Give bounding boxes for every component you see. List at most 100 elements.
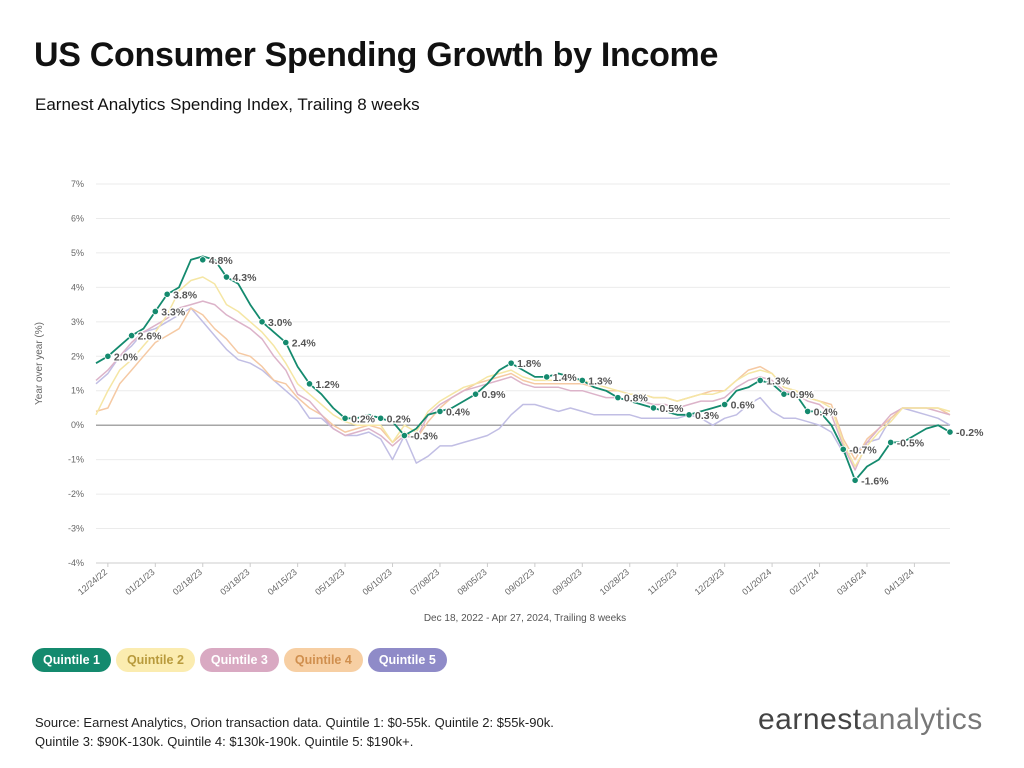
data-point (649, 404, 658, 412)
x-tick-label: 01/21/23 (123, 567, 156, 597)
data-point (151, 307, 159, 316)
earnest-analytics-logo: earnestanalytics (758, 703, 983, 737)
series-line-quintile-2 (95, 276, 951, 468)
logo-word-earnest: earnest (758, 703, 862, 736)
data-label: 2.4% (292, 337, 317, 349)
data-label: -0.2% (956, 427, 984, 439)
x-tick-label: 02/17/24 (788, 567, 821, 597)
x-tick-label: 09/30/23 (550, 567, 583, 597)
data-label: 1.3% (766, 375, 791, 387)
x-tick-label: 12/23/23 (693, 567, 726, 597)
logo-word-analytics: analytics (861, 703, 983, 736)
data-point (756, 376, 764, 384)
source-note: Source: Earnest Analytics, Orion transac… (35, 715, 554, 749)
y-tick-label: -3% (68, 524, 84, 534)
data-label: 1.4% (553, 372, 578, 384)
data-point (305, 380, 314, 388)
x-tick-label: 11/25/23 (646, 567, 679, 597)
x-tick-label: 08/05/23 (455, 567, 488, 597)
data-point (946, 428, 954, 436)
data-label: 0.8% (624, 393, 649, 405)
data-label: 0.2% (387, 413, 412, 425)
x-tick-label: 04/15/23 (266, 567, 299, 597)
x-tick-label: 04/13/24 (882, 567, 915, 597)
y-tick-label: 2% (71, 351, 84, 361)
y-tick-label: 7% (71, 179, 84, 189)
data-point (199, 256, 207, 264)
data-point (578, 376, 586, 384)
data-point (887, 438, 895, 447)
data-label: 3.3% (161, 306, 186, 318)
data-point (721, 400, 729, 409)
legend-quintile-2[interactable]: Quintile 2 (115, 648, 195, 672)
data-point (163, 290, 171, 298)
x-tick-label: 07/08/23 (408, 567, 441, 597)
legend-quintile-1[interactable]: Quintile 1 (32, 648, 111, 672)
x-tick-label: 05/13/23 (313, 567, 346, 597)
data-label: 1.8% (517, 358, 542, 370)
data-label: 1.3% (588, 375, 613, 387)
x-tick-label: 01/20/24 (740, 567, 773, 597)
data-label: 3.8% (173, 289, 198, 301)
legend: Quintile 1 Quintile 2 Quintile 3 Quintil… (32, 648, 447, 672)
data-point (685, 411, 693, 419)
data-point (614, 394, 622, 402)
x-tick-label: 03/16/24 (835, 567, 868, 597)
data-point (222, 273, 231, 281)
y-tick-label: 5% (71, 248, 84, 258)
data-label: 1.2% (316, 379, 341, 391)
y-axis-title: Year over year (%) (34, 322, 45, 405)
data-label: 2.6% (138, 331, 163, 343)
x-tick-label: 09/02/23 (503, 567, 536, 597)
y-tick-label: -1% (68, 455, 84, 465)
series-line-quintile-3 (95, 300, 951, 471)
chart-title: US Consumer Spending Growth by Income (34, 36, 719, 74)
data-point (471, 390, 480, 398)
data-label: 0.3% (695, 410, 720, 422)
data-point (543, 373, 551, 381)
data-label: 4.3% (232, 272, 257, 284)
data-label: -1.6% (861, 475, 889, 487)
data-point (851, 476, 859, 484)
data-point (341, 414, 349, 422)
y-tick-label: 0% (71, 420, 84, 430)
data-point (400, 431, 408, 440)
x-tick-label: 10/28/23 (598, 567, 631, 597)
x-tick-label: 12/24/22 (76, 567, 109, 597)
data-label: 0.9% (482, 389, 507, 401)
x-tick-label: 06/10/23 (361, 567, 394, 597)
data-point (282, 338, 290, 347)
data-label: -0.5% (897, 437, 925, 449)
data-point (377, 414, 385, 422)
data-label: 0.5% (659, 403, 684, 415)
series-line-quintile-5 (95, 307, 951, 464)
line-chart: -4% -3% -2% -1% 0% 1% 2% 3% 4% 5% 6% 7% 12/24/22 01/2… (34, 179, 985, 624)
data-label: 0.2% (351, 413, 376, 425)
data-point (804, 407, 812, 415)
x-tick-label: 03/18/23 (218, 567, 251, 597)
data-point (507, 359, 515, 367)
data-point (104, 352, 112, 360)
data-label: 0.4% (814, 406, 839, 418)
data-point (839, 445, 847, 453)
data-label: 0.9% (790, 389, 815, 401)
legend-quintile-5[interactable]: Quintile 5 (367, 648, 447, 672)
chart-subtitle: Earnest Analytics Spending Index, Traili… (35, 95, 420, 114)
y-tick-label: -2% (68, 489, 84, 499)
data-label: 4.8% (209, 255, 234, 267)
data-point (258, 318, 266, 326)
legend-quintile-4[interactable]: Quintile 4 (283, 648, 363, 672)
x-axis-title: Dec 18, 2022 - Apr 27, 2024, Trailing 8 … (424, 613, 626, 624)
data-point (127, 331, 136, 340)
data-label: 0.4% (446, 406, 471, 418)
y-tick-label: 3% (71, 317, 84, 327)
legend-quintile-3[interactable]: Quintile 3 (199, 648, 279, 672)
data-point (780, 390, 788, 398)
data-point (436, 407, 444, 415)
data-label: 3.0% (268, 317, 293, 329)
y-tick-label: 4% (71, 282, 84, 292)
data-label: 2.0% (114, 351, 139, 363)
x-tick-label: 02/18/23 (171, 567, 204, 597)
data-label: 0.6% (731, 400, 756, 412)
data-label: -0.7% (849, 444, 877, 456)
